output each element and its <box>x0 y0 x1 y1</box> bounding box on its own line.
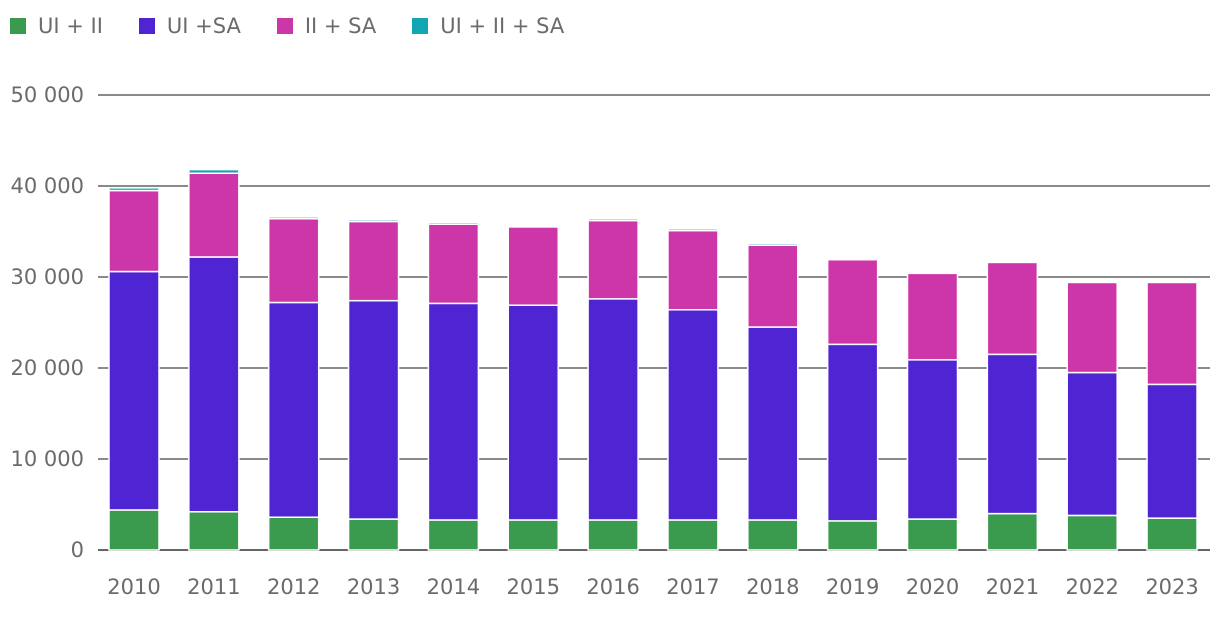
y-tick-label: 50 000 <box>11 83 84 107</box>
x-tick-label: 2019 <box>826 575 879 599</box>
bar-segment[interactable] <box>427 221 480 225</box>
bar-segment[interactable] <box>1146 281 1198 386</box>
legend-swatch-ui-sa <box>138 18 155 34</box>
x-tick-label: 2011 <box>187 575 240 599</box>
bar-segment[interactable] <box>986 353 1039 515</box>
bar-segment[interactable] <box>747 242 799 246</box>
bar-segment[interactable] <box>267 218 320 304</box>
x-tick-label: 2023 <box>1145 575 1198 599</box>
bar-segment[interactable] <box>587 218 639 222</box>
x-tick-label: 2014 <box>427 575 480 599</box>
bar-segment[interactable] <box>427 223 480 305</box>
bar-segment[interactable] <box>667 309 719 521</box>
y-tick-label: 0 <box>71 538 84 562</box>
legend-item-ui-ii-sa[interactable]: UI + II + SA <box>412 14 564 38</box>
x-tick-label: 2015 <box>507 575 560 599</box>
bar-segment[interactable] <box>826 520 879 551</box>
bar-segment[interactable] <box>826 343 879 522</box>
bar-segment[interactable] <box>587 298 639 521</box>
bar-segment[interactable] <box>1066 514 1118 551</box>
bar-segment[interactable] <box>587 519 639 551</box>
legend-item-ui-sa[interactable]: UI +SA <box>138 14 241 38</box>
legend-label-ui-ii: UI + II <box>38 14 103 38</box>
bar-segment[interactable] <box>347 218 400 223</box>
bar-segment[interactable] <box>108 187 160 192</box>
bar-segment[interactable] <box>667 229 719 311</box>
bar-segment[interactable] <box>507 519 559 551</box>
legend-label-ui-ii-sa: UI + II + SA <box>440 14 565 38</box>
x-tick-label: 2020 <box>906 575 959 599</box>
bar-segment[interactable] <box>587 219 639 300</box>
bar-segment[interactable] <box>986 261 1039 356</box>
bar-segment[interactable] <box>347 299 400 520</box>
legend-swatch-ui-ii-sa <box>412 18 429 34</box>
y-tick-label: 10 000 <box>11 447 84 471</box>
bar-segment[interactable] <box>507 304 559 521</box>
bar-segment[interactable] <box>1066 371 1118 517</box>
y-tick-label: 20 000 <box>11 356 84 380</box>
bar-segment[interactable] <box>108 509 160 551</box>
bar-segment[interactable] <box>108 189 160 273</box>
bar-segment[interactable] <box>188 256 240 513</box>
gridlines <box>98 94 1210 551</box>
bar-segment[interactable] <box>747 244 799 328</box>
bar-segment[interactable] <box>267 516 320 551</box>
y-tick-label: 30 000 <box>11 265 84 289</box>
x-tick-label: 2022 <box>1065 575 1118 599</box>
bar-segment[interactable] <box>826 258 879 346</box>
bar-segment[interactable] <box>667 519 719 551</box>
legend-label-ii-sa: II + SA <box>304 14 377 38</box>
bar-segment[interactable] <box>747 326 799 521</box>
bar-segment[interactable] <box>1066 281 1118 374</box>
bar-segment[interactable] <box>188 172 240 258</box>
legend-swatch-ii-sa <box>276 18 293 34</box>
x-tick-label: 2017 <box>666 575 719 599</box>
bar-segment[interactable] <box>986 512 1039 551</box>
bar-segment[interactable] <box>1146 383 1198 519</box>
bar-segment[interactable] <box>1146 517 1198 551</box>
x-tick-label: 2018 <box>746 575 799 599</box>
bar-segment[interactable] <box>507 226 559 306</box>
bar-segment[interactable] <box>906 272 959 361</box>
bar-segment[interactable] <box>108 270 160 511</box>
x-tick-label: 2021 <box>986 575 1039 599</box>
bar-segment[interactable] <box>267 216 320 220</box>
bar-segment[interactable] <box>267 301 320 518</box>
bar-segment[interactable] <box>906 518 959 551</box>
legend-label-ui-sa: UI +SA <box>166 14 241 38</box>
bar-segment[interactable] <box>347 220 400 302</box>
x-tick-label: 2010 <box>107 575 160 599</box>
x-tick-label: 2016 <box>586 575 639 599</box>
bar-segment[interactable] <box>188 511 240 551</box>
bar-segment[interactable] <box>906 359 959 520</box>
x-tick-label: 2012 <box>267 575 320 599</box>
bar-segment[interactable] <box>427 519 480 551</box>
bar-segment[interactable] <box>747 519 799 551</box>
x-axis-ticks: 2010 2011 2012 2013 2014 2015 2016 2017 2018 2019… <box>107 575 1199 599</box>
bar-segment[interactable] <box>427 302 480 521</box>
legend-item-ui-ii[interactable]: UI + II <box>10 14 103 38</box>
legend-item-ii-sa[interactable]: II + SA <box>276 14 377 38</box>
bar-segment[interactable] <box>347 518 400 551</box>
y-tick-label: 40 000 <box>11 174 84 198</box>
x-tick-label: 2013 <box>347 575 400 599</box>
bars <box>108 168 1198 551</box>
legend: UI + II UI +SA II + SA UI + II + SA <box>10 14 600 38</box>
y-axis-ticks: 0 10 000 20 000 30 000 40 000 50 000 <box>11 83 84 562</box>
bar-segment[interactable] <box>667 228 719 232</box>
bar-segment[interactable] <box>188 168 240 175</box>
legend-swatch-ui-ii <box>10 18 26 34</box>
